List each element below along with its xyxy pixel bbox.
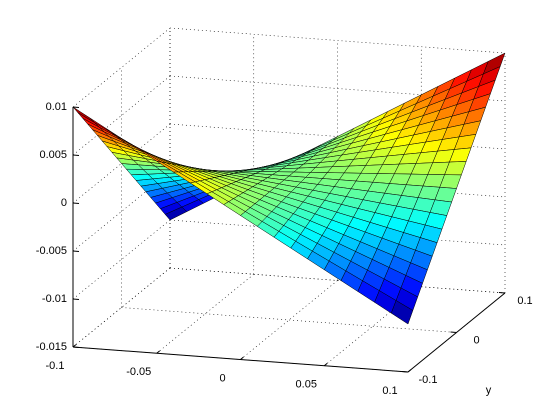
z-tick-label: 0.005 — [39, 149, 67, 161]
grid-line — [72, 27, 171, 108]
x-tick-label: 0 — [219, 372, 225, 384]
z-tick-label: -0.015 — [36, 341, 67, 353]
tick-mark — [407, 369, 412, 373]
x-tick-label: 0.05 — [296, 379, 317, 391]
grid-line — [72, 75, 171, 156]
x-tick-label: 0.1 — [382, 385, 397, 397]
y-tick-label: 0.1 — [517, 295, 532, 307]
tick-mark — [240, 356, 244, 360]
z-tick-label: -0.005 — [36, 245, 67, 257]
y-tick-label: -0.1 — [419, 374, 438, 386]
y-axis-label: y — [486, 384, 492, 396]
y-tick-label: 0 — [473, 334, 479, 346]
tick-mark — [156, 350, 160, 354]
z-tick-label: 0 — [61, 197, 67, 209]
tick-mark — [72, 344, 77, 348]
z-tick-label: -0.01 — [42, 293, 67, 305]
grid-line — [156, 274, 254, 354]
z-tick-label: 0.01 — [46, 101, 67, 113]
x-tick-label: -0.05 — [126, 366, 151, 378]
tick-mark — [323, 362, 328, 367]
grid-line — [72, 123, 171, 204]
grid-line — [240, 280, 338, 360]
x-tick-label: -0.1 — [46, 360, 65, 372]
grid-line — [72, 267, 171, 348]
grid-line — [72, 219, 171, 300]
surface-face — [390, 300, 414, 325]
